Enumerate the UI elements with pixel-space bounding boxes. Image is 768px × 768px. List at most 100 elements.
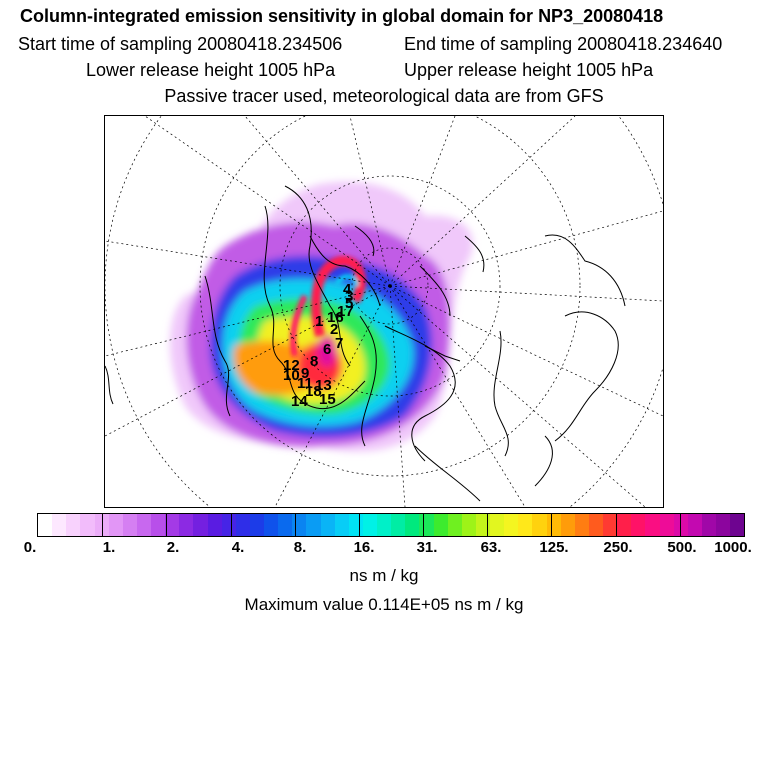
colorbar-divider [230, 514, 232, 536]
graticule [105, 116, 663, 507]
colorbar-segment [292, 514, 307, 536]
colorbar-divider [487, 514, 489, 536]
colorbar-tick-label: 500. [667, 539, 697, 556]
upper-release-label: Upper release height 1005 hPa [404, 60, 654, 80]
station-mark: 10 [283, 367, 300, 384]
colorbar-segment [546, 514, 561, 536]
colorbar-segment [179, 514, 194, 536]
colorbar-segment [221, 514, 236, 536]
colorbar-segment [108, 514, 123, 536]
colorbar-segment [405, 514, 420, 536]
colorbar-segment [518, 514, 533, 536]
colorbar-segment [687, 514, 702, 536]
maximum-value: Maximum value 0.114E+05 ns m / kg [244, 595, 524, 614]
colorbar-segment [306, 514, 321, 536]
colorbar-divider [166, 514, 168, 536]
sensitivity-plume [170, 181, 473, 452]
colorbar-segment [122, 514, 137, 536]
colorbar-tick-label: 16. [353, 539, 375, 556]
colorbar-segment [235, 514, 250, 536]
colorbar-segment [80, 514, 95, 536]
station-mark: 6 [323, 341, 331, 358]
colorbar-segment [433, 514, 448, 536]
station-mark: 11 [297, 375, 313, 392]
plot-title: Column-integrated emission sensitivity i… [20, 6, 664, 26]
station-mark: 18 [305, 383, 322, 400]
colorbar-segment [730, 514, 745, 536]
colorbar-segment [603, 514, 618, 536]
station-mark: 4 [343, 281, 352, 298]
colorbar-segment [475, 514, 490, 536]
colorbar-tick-label: 125. [539, 539, 569, 556]
colorbar-units: ns m / kg [349, 566, 419, 585]
colorbar-segment [419, 514, 434, 536]
colorbar-segment [645, 514, 660, 536]
colorbar-tick-label: 4. [231, 539, 245, 556]
station-mark: 15 [319, 391, 336, 408]
end-time-label: End time of sampling 20080418.234640 [404, 34, 723, 54]
station-mark: 14 [291, 393, 308, 410]
colorbar-segment [532, 514, 547, 536]
colorbar-segment [490, 514, 505, 536]
colorbar-tick-label: 1000. [714, 539, 752, 556]
plume-magenta-core [317, 335, 337, 367]
colorbar-segment [461, 514, 476, 536]
emission-sensitivity-map: 1 2 3 4 5 6 7 8 9 10 11 12 13 14 15 16 1… [104, 115, 664, 508]
colorbar-segment [701, 514, 716, 536]
colorbar-tick-label: 1. [102, 539, 116, 556]
colorbar-segment [362, 514, 377, 536]
colorbar-segment [320, 514, 335, 536]
colorbar-tick-label: 31. [416, 539, 438, 556]
colorbar-segment [94, 514, 109, 536]
station-mark: 2 [330, 321, 338, 338]
colorbar-segment [193, 514, 208, 536]
colorbar-tick-label: 63. [480, 539, 502, 556]
colorbar-segment [574, 514, 589, 536]
station-mark: 7 [335, 335, 343, 352]
colorbar-segment [207, 514, 222, 536]
colorbar-segment [38, 514, 53, 536]
station-mark: 12 [283, 357, 300, 374]
colorbar-divider [423, 514, 425, 536]
colorbar [37, 513, 745, 537]
colorbar-segment [588, 514, 603, 536]
station-mark: 16 [327, 309, 344, 326]
sensitivity-plume-hook [290, 255, 366, 357]
station-mark: 17 [337, 303, 354, 320]
colorbar-segment [264, 514, 279, 536]
colorbar-divider [294, 514, 296, 536]
colorbar-tick-label: 250. [603, 539, 633, 556]
colorbar-divider [358, 514, 360, 536]
colorbar-segment [348, 514, 363, 536]
station-mark: 5 [345, 295, 353, 312]
colorbar-segment [136, 514, 151, 536]
colorbar-tick-label: 8. [293, 539, 307, 556]
station-mark: 9 [301, 365, 309, 382]
colorbar-divider [615, 514, 617, 536]
lower-release-label: Lower release height 1005 hPa [86, 60, 336, 80]
colorbar-segment [504, 514, 519, 536]
colorbar-segment [560, 514, 575, 536]
colorbar-divider [102, 514, 104, 536]
station-mark: 3 [345, 288, 353, 305]
colorbar-segment [631, 514, 646, 536]
colorbar-segment [617, 514, 632, 536]
colorbar-segment [659, 514, 674, 536]
colorbar-segment [447, 514, 462, 536]
colorbar-segment [278, 514, 293, 536]
station-mark: 13 [315, 377, 332, 394]
station-marks: 1 2 3 4 5 6 7 8 9 10 11 12 13 14 15 16 1… [283, 281, 354, 410]
colorbar-segment [391, 514, 406, 536]
colorbar-divider [551, 514, 553, 536]
colorbar-segment [151, 514, 166, 536]
colorbar-segment [66, 514, 81, 536]
coastlines [105, 185, 626, 502]
tracer-note: Passive tracer used, meteorological data… [164, 86, 604, 106]
colorbar-segment [716, 514, 731, 536]
colorbar-segment [52, 514, 67, 536]
colorbar-divider [679, 514, 681, 536]
colorbar-segment [249, 514, 264, 536]
start-time-label: Start time of sampling 20080418.234506 [18, 34, 343, 54]
station-mark: 1 [315, 313, 323, 330]
colorbar-segment [377, 514, 392, 536]
